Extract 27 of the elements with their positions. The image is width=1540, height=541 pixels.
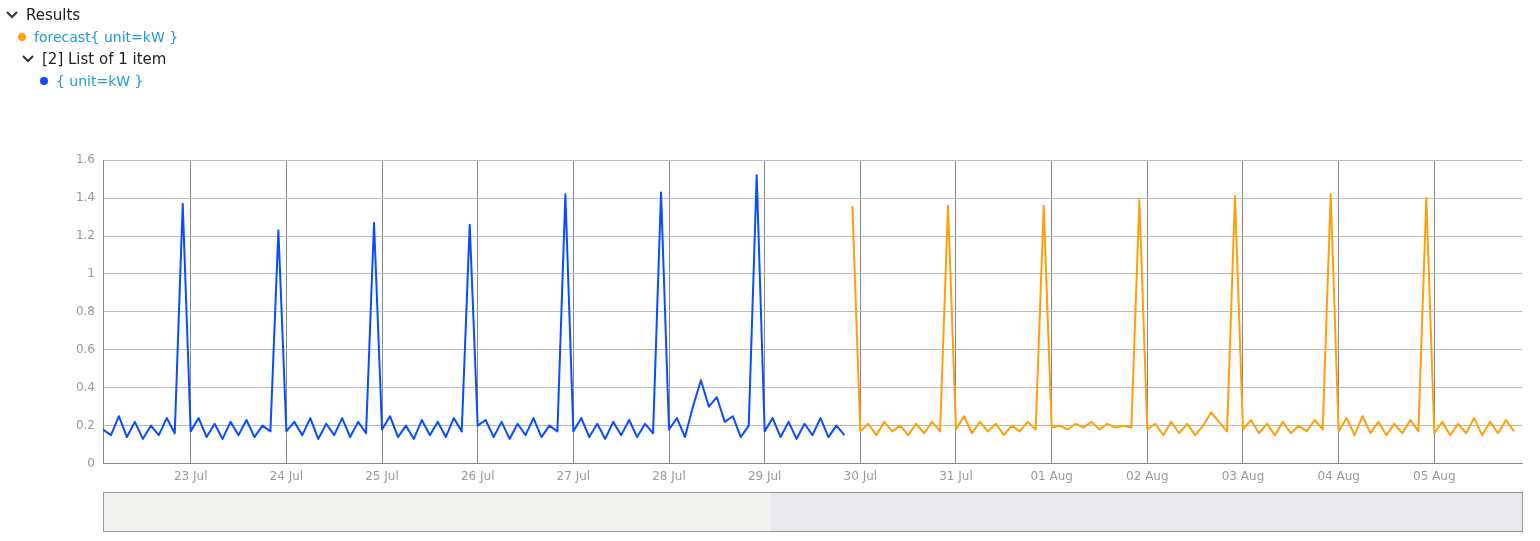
x-tick-label: 23 Jul (173, 468, 208, 483)
y-tick-label: 0.6 (75, 341, 95, 356)
x-tick-label: 31 Jul (939, 468, 973, 483)
x-tick-label: 29 Jul (747, 468, 782, 483)
x-tick-label: 05 Aug (1413, 468, 1456, 483)
y-tick-label: 1.4 (75, 190, 95, 205)
x-tick-label: 25 Jul (365, 468, 399, 483)
x-tick-label: 24 Jul (269, 468, 304, 483)
x-tick-label: 30 Jul (843, 468, 878, 483)
x-tick-label: 26 Jul (460, 468, 495, 483)
x-tick-label: 02 Aug (1126, 468, 1169, 483)
y-tick-label: 0.2 (75, 417, 95, 432)
y-tick-label: 1.6 (75, 152, 95, 167)
legend-label: forecast{ unit=kW } (34, 29, 179, 45)
x-tick-label: 04 Aug (1317, 468, 1360, 483)
legend-label: { unit=kW } (56, 73, 144, 89)
x-tick-label: 28 Jul (652, 468, 686, 483)
x-tick-label: 01 Aug (1030, 468, 1073, 483)
x-tick-label: 27 Jul (556, 468, 591, 483)
y-tick-label: 1 (87, 266, 95, 281)
text: [2] List of 1 item (42, 50, 167, 68)
x-tick-label: 03 Aug (1221, 468, 1265, 483)
y-tick-label: 0.4 (75, 379, 95, 394)
y-tick-label: 1.2 (75, 228, 95, 243)
y-tick-label: 0.8 (75, 304, 95, 319)
text: Results (26, 6, 81, 24)
y-tick-label: 0 (87, 455, 95, 470)
